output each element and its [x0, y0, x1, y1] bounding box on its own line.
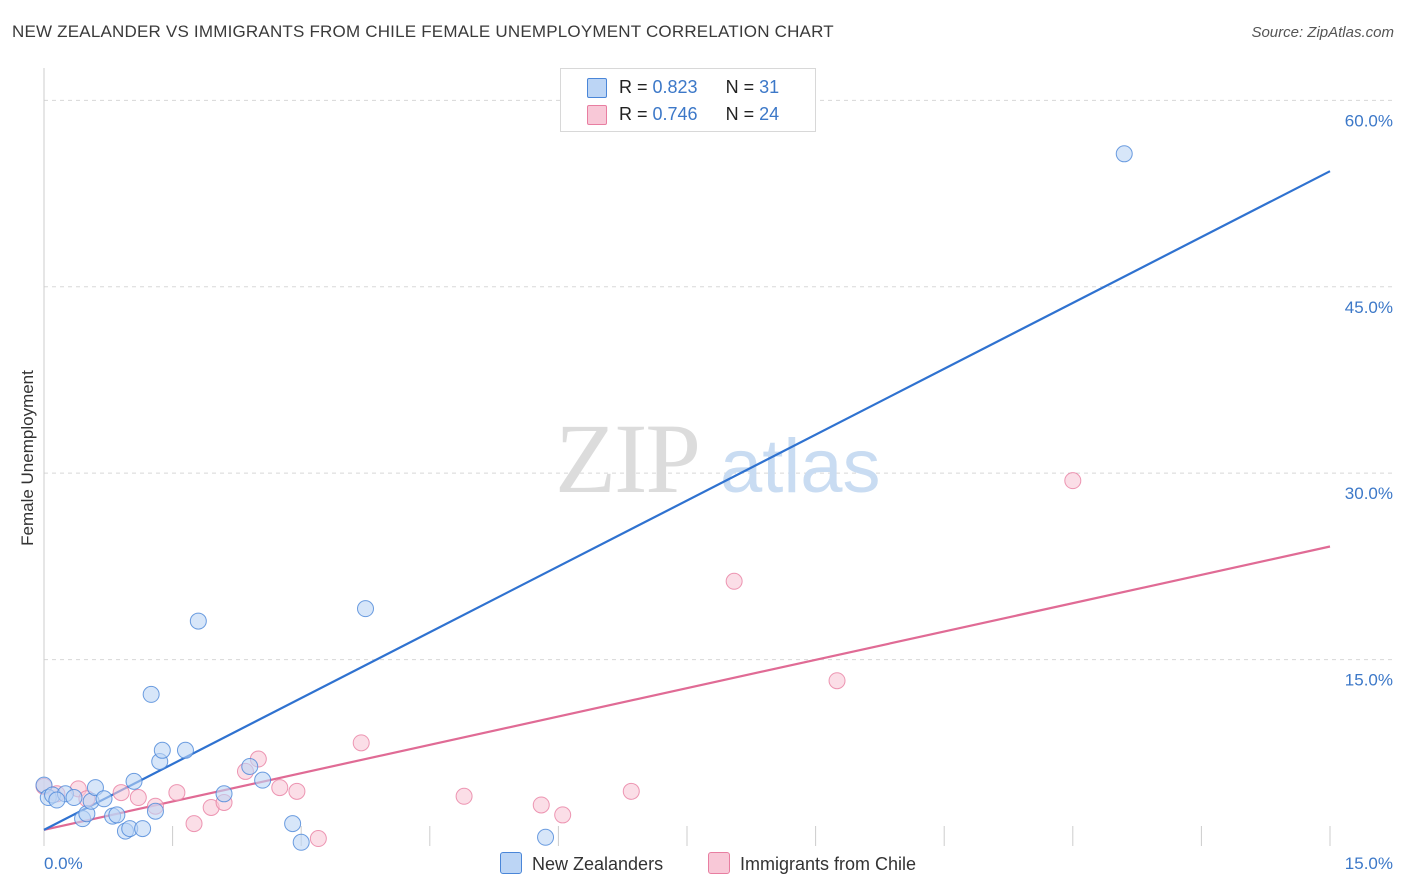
- axes: [43, 68, 1331, 846]
- trend-line-immigrants-chile: [43, 545, 1331, 831]
- legend-swatch-pink: [587, 105, 607, 125]
- point-immigrants-chile: [112, 784, 130, 802]
- point-new-zealanders: [537, 828, 555, 846]
- legend: R = 0.823 N = 31 R = 0.746 N = 24: [560, 68, 816, 132]
- data-points: [35, 145, 1133, 851]
- point-new-zealanders: [65, 789, 83, 807]
- point-new-zealanders: [142, 685, 160, 703]
- point-new-zealanders: [95, 790, 113, 808]
- watermark-atlas: atlas: [720, 424, 881, 509]
- legend-swatch-blue: [587, 78, 607, 98]
- watermark: ZIP atlas: [555, 403, 881, 514]
- point-immigrants-chile: [622, 782, 640, 800]
- point-immigrants-chile: [271, 779, 289, 797]
- point-immigrants-chile: [725, 572, 743, 590]
- point-immigrants-chile: [828, 672, 846, 690]
- y-tick-label: 30.0%: [1345, 484, 1393, 503]
- trend-line-new-zealanders: [43, 170, 1331, 831]
- source-label: Source: ZipAtlas.com: [1251, 24, 1394, 41]
- trend-lines: [43, 170, 1331, 831]
- x-tick-label: 0.0%: [44, 854, 83, 873]
- point-immigrants-chile: [352, 734, 370, 752]
- bottom-legend-swatch-blue: [500, 852, 522, 874]
- point-new-zealanders: [153, 741, 171, 759]
- point-new-zealanders: [241, 757, 259, 775]
- bottom-legend-immigrants-chile: Immigrants from Chile: [708, 852, 916, 875]
- point-new-zealanders: [48, 791, 66, 809]
- point-immigrants-chile: [1064, 472, 1082, 490]
- x-tick-label: 15.0%: [1345, 854, 1393, 873]
- point-new-zealanders: [146, 802, 164, 820]
- watermark-zip: ZIP: [555, 403, 699, 514]
- point-new-zealanders: [134, 820, 152, 838]
- y-tick-label: 15.0%: [1345, 671, 1393, 690]
- point-new-zealanders: [176, 741, 194, 759]
- point-new-zealanders: [189, 612, 207, 630]
- legend-n-label: N =: [725, 104, 760, 124]
- point-immigrants-chile: [455, 787, 473, 805]
- point-immigrants-chile: [532, 796, 550, 814]
- point-new-zealanders: [125, 772, 143, 790]
- bottom-legend-swatch-pink: [708, 852, 730, 874]
- legend-r-value: 0.746: [652, 104, 698, 124]
- legend-n-value: 24: [759, 104, 780, 124]
- point-new-zealanders: [292, 833, 310, 851]
- point-new-zealanders: [108, 806, 126, 824]
- point-new-zealanders: [284, 815, 302, 833]
- point-new-zealanders: [357, 600, 374, 618]
- y-tick-label: 60.0%: [1345, 111, 1393, 130]
- point-immigrants-chile: [168, 784, 186, 802]
- point-new-zealanders: [215, 785, 233, 803]
- point-new-zealanders: [86, 779, 104, 797]
- point-new-zealanders: [254, 771, 272, 789]
- legend-n-label: N =: [725, 77, 760, 97]
- bottom-legend-new-zealanders: New Zealanders: [500, 852, 663, 875]
- legend-n-value: 31: [759, 77, 780, 97]
- legend-r-label: R =: [619, 77, 653, 97]
- legend-r-label: R =: [619, 104, 653, 124]
- point-new-zealanders: [1115, 145, 1133, 163]
- y-tick-label: 45.0%: [1345, 298, 1393, 317]
- point-immigrants-chile: [309, 830, 327, 848]
- tick-labels: 15.0% 30.0% 45.0% 60.0% 0.0% 15.0%: [44, 111, 1393, 873]
- point-immigrants-chile: [288, 782, 306, 800]
- point-immigrants-chile: [554, 806, 572, 824]
- legend-r-value: 0.823: [652, 77, 698, 97]
- bottom-legend-label: New Zealanders: [532, 854, 664, 874]
- point-immigrants-chile: [129, 789, 147, 807]
- bottom-legend-label: Immigrants from Chile: [740, 854, 917, 874]
- chart-title: NEW ZEALANDER VS IMMIGRANTS FROM CHILE F…: [12, 22, 834, 41]
- point-immigrants-chile: [185, 815, 203, 833]
